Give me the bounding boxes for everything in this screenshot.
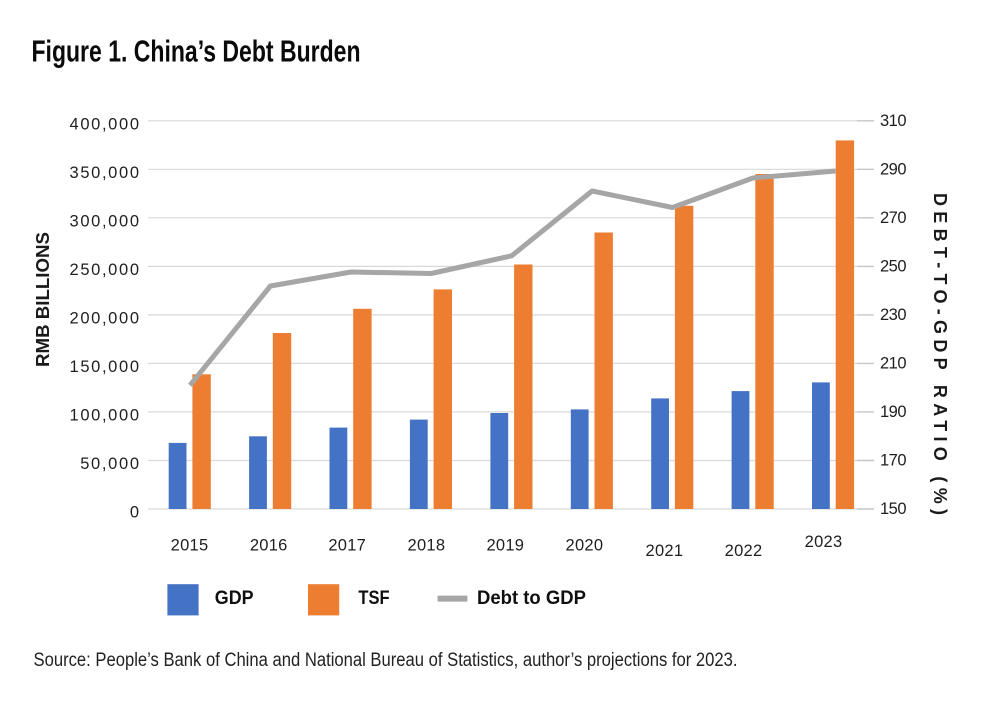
svg-text:230: 230 <box>880 306 907 324</box>
svg-text:270: 270 <box>880 209 907 227</box>
svg-text:290: 290 <box>880 160 907 178</box>
svg-text:310: 310 <box>880 112 907 130</box>
svg-text:250,000: 250,000 <box>70 261 140 279</box>
svg-text:2019: 2019 <box>486 536 524 554</box>
svg-text:150,000: 150,000 <box>70 358 140 376</box>
svg-text:Debt to GDP: Debt to GDP <box>477 588 586 609</box>
svg-text:GDP: GDP <box>215 588 254 609</box>
svg-text:250: 250 <box>880 258 907 276</box>
svg-text:2023: 2023 <box>805 533 843 551</box>
svg-text:350,000: 350,000 <box>70 164 140 182</box>
svg-text:Figure 1. China’s Debt Burden: Figure 1. China’s Debt Burden <box>32 34 361 69</box>
svg-text:TSF: TSF <box>358 588 389 609</box>
svg-text:50,000: 50,000 <box>80 455 139 473</box>
svg-text:400,000: 400,000 <box>70 115 140 133</box>
svg-text:2021: 2021 <box>646 542 684 560</box>
svg-text:190: 190 <box>880 403 907 421</box>
svg-text:200,000: 200,000 <box>70 310 140 328</box>
svg-text:0: 0 <box>130 504 139 522</box>
svg-text:2020: 2020 <box>566 536 604 554</box>
svg-text:Source: People’s Bank of China: Source: People’s Bank of China and Natio… <box>34 650 738 671</box>
svg-text:2018: 2018 <box>408 536 446 554</box>
svg-text:300,000: 300,000 <box>70 212 140 230</box>
svg-text:2022: 2022 <box>725 542 763 560</box>
svg-text:170: 170 <box>880 452 907 470</box>
svg-text:2016: 2016 <box>250 536 288 554</box>
svg-text:150: 150 <box>880 500 907 518</box>
svg-text:2015: 2015 <box>171 536 209 554</box>
svg-text:2017: 2017 <box>328 536 366 554</box>
svg-text:210: 210 <box>880 355 907 373</box>
svg-text:RMB BILLIONS: RMB BILLIONS <box>33 232 53 367</box>
svg-text:100,000: 100,000 <box>70 407 140 425</box>
